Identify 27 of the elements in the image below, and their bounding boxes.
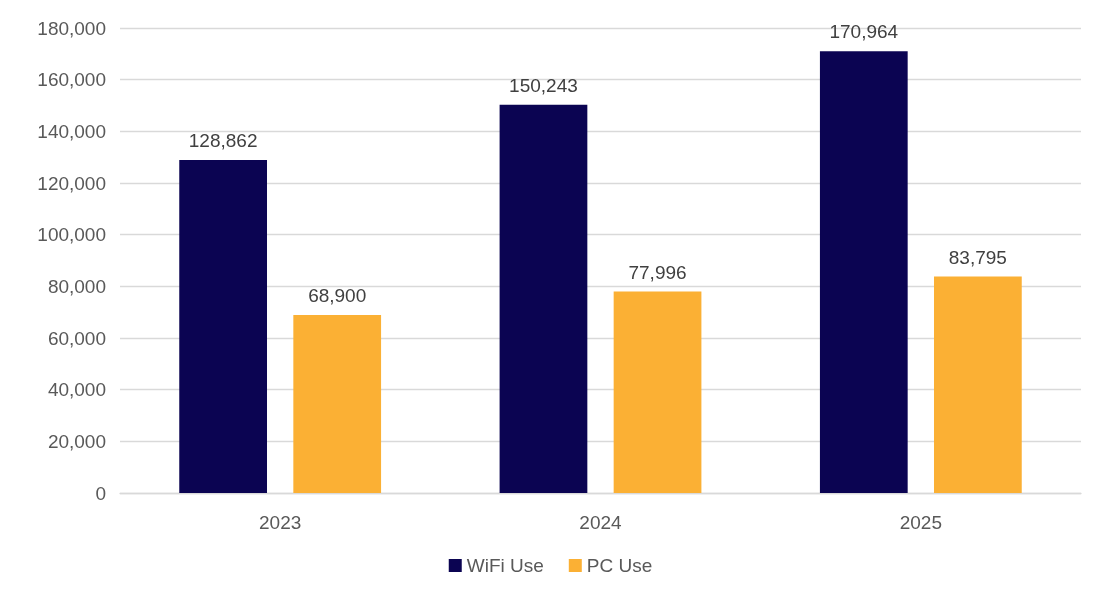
legend-label: PC Use — [586, 555, 653, 576]
x-tick-label: 2025 — [899, 512, 942, 533]
x-tick-label: 2024 — [579, 512, 623, 533]
bar — [819, 51, 908, 493]
y-tick-label: 0 — [95, 482, 106, 504]
bar — [613, 291, 702, 493]
data-label: 83,795 — [948, 246, 1007, 268]
y-tick-label: 20,000 — [47, 430, 106, 452]
bar — [933, 276, 1022, 493]
y-tick-label: 100,000 — [37, 224, 106, 246]
y-tick-label: 180,000 — [37, 17, 106, 39]
data-label: 128,862 — [188, 130, 258, 152]
legend-label: WiFi Use — [466, 555, 544, 576]
data-label: 170,964 — [829, 21, 899, 43]
y-tick-label: 40,000 — [47, 379, 106, 401]
y-tick-label: 60,000 — [47, 327, 106, 349]
y-tick-label: 160,000 — [37, 69, 106, 91]
bar — [499, 104, 588, 493]
y-tick-label: 80,000 — [47, 275, 106, 297]
bar — [179, 160, 268, 493]
bar — [293, 315, 382, 493]
data-label: 77,996 — [628, 261, 687, 283]
data-label: 150,243 — [509, 74, 578, 96]
y-tick-label: 140,000 — [37, 120, 106, 142]
y-tick-label: 120,000 — [37, 172, 106, 194]
x-tick-label: 2023 — [259, 512, 302, 533]
data-label: 68,900 — [308, 285, 367, 307]
